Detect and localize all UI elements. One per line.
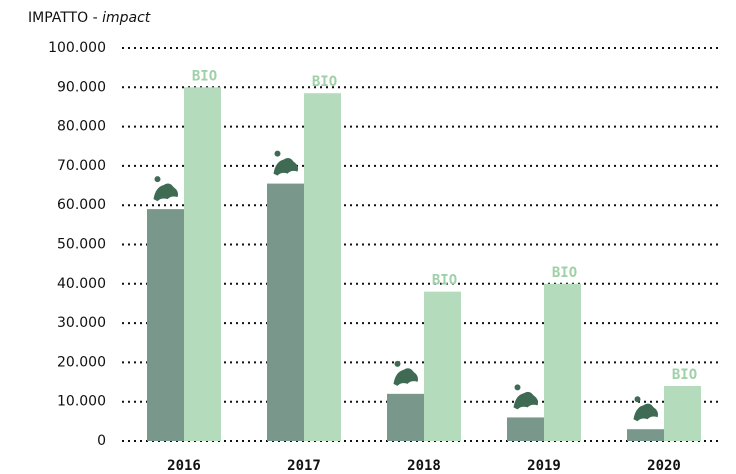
y-tick-label: 70.000: [57, 158, 106, 174]
bio-label: BIO: [672, 367, 697, 383]
y-tick-label: 10.000: [57, 394, 106, 410]
bar: [507, 417, 544, 441]
bio-label: BIO: [552, 265, 577, 281]
bar: [544, 283, 581, 441]
icon-body: [273, 157, 298, 176]
y-tick-label: 0: [97, 433, 106, 449]
icon-body: [513, 391, 538, 410]
lion-icon: [393, 360, 418, 386]
icon-body: [633, 403, 658, 422]
x-tick-label: 2019: [527, 458, 561, 474]
lion-icon: [633, 396, 658, 422]
bar: [424, 291, 461, 441]
lion-icon: [273, 150, 298, 176]
bar: [664, 385, 701, 441]
bar: [627, 429, 664, 441]
y-tick-label: 90.000: [57, 79, 106, 95]
y-tick-label: 100.000: [48, 40, 106, 56]
lion-icon: [153, 176, 178, 202]
icon-star: [514, 384, 521, 391]
y-tick-label: 60.000: [57, 197, 106, 213]
x-tick-label: 2017: [287, 458, 321, 474]
icon-body: [393, 368, 418, 386]
bio-label: BIO: [312, 74, 337, 90]
lion-icon: [513, 384, 538, 410]
y-tick-label: 80.000: [57, 119, 106, 135]
x-tick-label: 2018: [407, 458, 441, 474]
bar: [387, 393, 424, 441]
bar: [304, 93, 341, 441]
icon-star: [394, 360, 401, 367]
bio-label: BIO: [192, 68, 217, 84]
icon-body: [153, 183, 178, 202]
y-tick-label: 50.000: [57, 237, 106, 253]
bar: [147, 209, 184, 441]
icon-star: [154, 176, 161, 183]
title-italic: impact: [102, 10, 151, 26]
icon-star: [634, 396, 641, 403]
x-tick-label: 2016: [167, 458, 201, 474]
x-tick-label: 2020: [647, 458, 681, 474]
y-tick-label: 20.000: [57, 354, 106, 370]
chart-title: IMPATTO - impact: [28, 10, 151, 26]
y-tick-label: 30.000: [57, 315, 106, 331]
bio-label: BIO: [432, 273, 457, 289]
y-tick-label: 40.000: [57, 276, 106, 292]
icon-star: [274, 150, 281, 157]
bar: [184, 87, 221, 442]
bar: [267, 183, 304, 441]
title-main: IMPATTO -: [28, 10, 98, 26]
